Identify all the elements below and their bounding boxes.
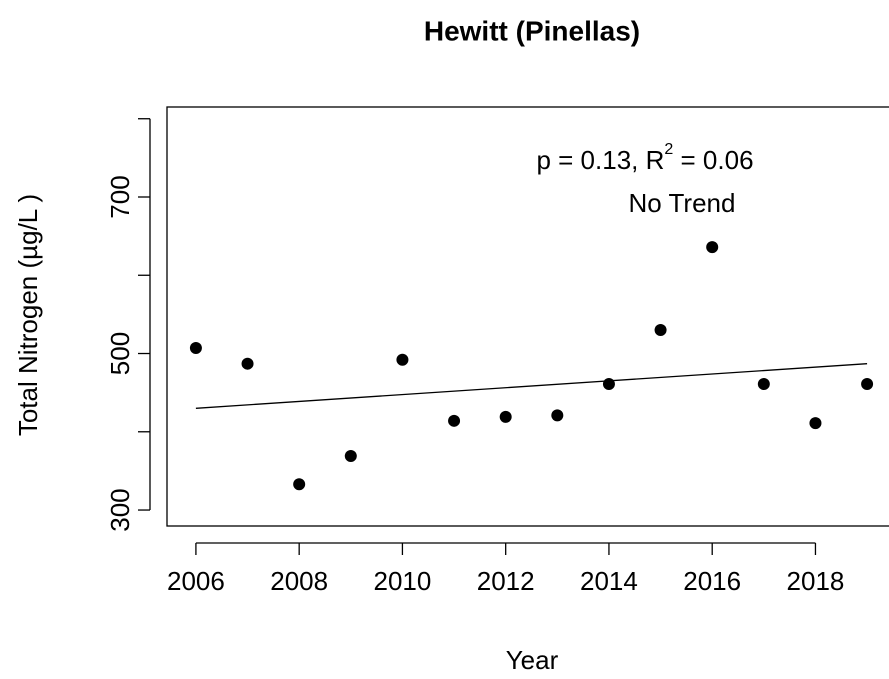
point — [809, 417, 822, 430]
point — [189, 342, 202, 355]
point — [499, 410, 512, 423]
annotation-sup: 2 — [664, 141, 673, 158]
y-tick-label: 700 — [105, 175, 135, 218]
point — [241, 357, 254, 370]
point — [396, 353, 409, 366]
x-tick-label: 2006 — [167, 566, 225, 596]
point — [602, 378, 615, 391]
x-axis-label: Year — [506, 645, 559, 675]
annotation-after: = 0.06 — [673, 145, 753, 175]
x-tick-label: 2010 — [374, 566, 432, 596]
plot-frame — [166, 106, 889, 527]
point — [293, 478, 306, 491]
trend-label: No Trend — [629, 188, 736, 218]
x-tick-label: 2012 — [477, 566, 535, 596]
y-axis-label: Total Nitrogen (µg/L ) — [13, 194, 43, 436]
annotation: p = 0.13, R2 = 0.06 — [536, 141, 753, 175]
x-tick-label: 2018 — [787, 566, 845, 596]
point — [861, 378, 874, 391]
x-tick-label: 2016 — [683, 566, 741, 596]
trend-line — [195, 363, 868, 409]
x-tick-label: 2014 — [580, 566, 638, 596]
point — [706, 241, 719, 254]
point — [448, 414, 461, 427]
point — [654, 324, 667, 337]
annotation-text: p = 0.13, R — [536, 145, 664, 175]
point — [757, 378, 770, 391]
point — [551, 409, 564, 422]
y-tick-label: 500 — [105, 332, 135, 375]
x-tick-label: 2008 — [270, 566, 328, 596]
chart-title: Hewitt (Pinellas) — [424, 15, 640, 46]
y-tick-label: 300 — [105, 488, 135, 531]
point — [344, 450, 357, 463]
